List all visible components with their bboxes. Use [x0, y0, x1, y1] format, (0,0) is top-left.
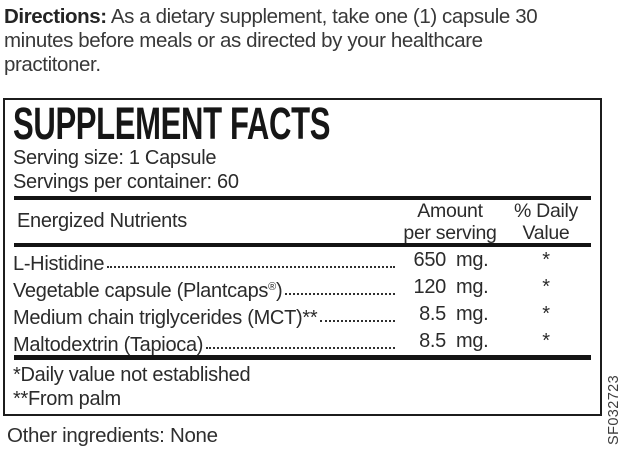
dot-leader	[320, 320, 395, 322]
daily-value: *	[542, 249, 550, 271]
footnotes: *Daily value not established **From palm	[13, 360, 592, 411]
servings-per-container: Servings per container: 60	[13, 171, 239, 193]
table-row: Maltodextrin (Tapioca) 8.5 mg. *	[13, 328, 592, 356]
supplement-facts-title: SUPPLEMENT FACTS	[13, 98, 331, 149]
divider-footnotes	[14, 355, 591, 360]
supplement-facts-panel: SUPPLEMENT FACTS Serving size: 1 Capsule…	[3, 98, 602, 416]
directions-label: Directions:	[4, 5, 107, 28]
amount-value: 650	[413, 249, 447, 271]
footnote-daily-value: *Daily value not established	[13, 364, 251, 386]
daily-value: *	[542, 330, 550, 352]
amount-value: 120	[413, 276, 447, 298]
divider-top	[14, 196, 591, 200]
nutrient-name: Maltodextrin (Tapioca)	[13, 334, 204, 356]
nutrient-name: Medium chain triglycerides (MCT)**	[13, 307, 318, 329]
daily-value: *	[542, 276, 550, 298]
amount-value: 8.5	[419, 330, 446, 352]
daily-value: *	[542, 303, 550, 325]
table-header-row: Energized Nutrients Amount per serving %…	[13, 199, 592, 244]
table-row: Vegetable capsule (Plantcaps®) 120 mg. *	[13, 274, 592, 302]
nutrient-name: Vegetable capsule (Plantcaps®)	[13, 280, 283, 302]
directions-line-2: minutes before meals or as directed by y…	[4, 29, 483, 52]
dot-leader	[285, 293, 395, 295]
column-header-amount: Amount per serving	[403, 199, 497, 244]
nutrient-name: L-Histidine	[13, 253, 105, 275]
dot-leader	[206, 347, 395, 349]
amount-unit: mg.	[456, 303, 489, 325]
amount-unit: mg.	[456, 330, 489, 352]
nutrient-rows: L-Histidine 650 mg. * Vegetable capsule …	[13, 247, 592, 356]
amount-unit: mg.	[456, 276, 489, 298]
column-header-daily-value: % Daily Value	[514, 199, 578, 244]
amount-value: 8.5	[419, 303, 446, 325]
dot-leader	[107, 266, 395, 268]
footnote-from-palm: **From palm	[13, 388, 121, 410]
side-product-code: SF032723	[606, 374, 622, 445]
divider-header	[14, 243, 591, 247]
serving-size: Serving size: 1 Capsule	[13, 147, 217, 169]
directions-paragraph: Directions: As a dietary supplement, tak…	[4, 5, 538, 77]
directions-line-1: Directions: As a dietary supplement, tak…	[4, 5, 538, 28]
table-row: L-Histidine 650 mg. *	[13, 247, 592, 275]
column-header-nutrients: Energized Nutrients	[17, 210, 187, 232]
amount-unit: mg.	[456, 249, 489, 271]
other-ingredients: Other ingredients: None	[7, 424, 218, 447]
table-row: Medium chain triglycerides (MCT)** 8.5 m…	[13, 301, 592, 329]
directions-line-3: practitoner.	[4, 53, 101, 76]
